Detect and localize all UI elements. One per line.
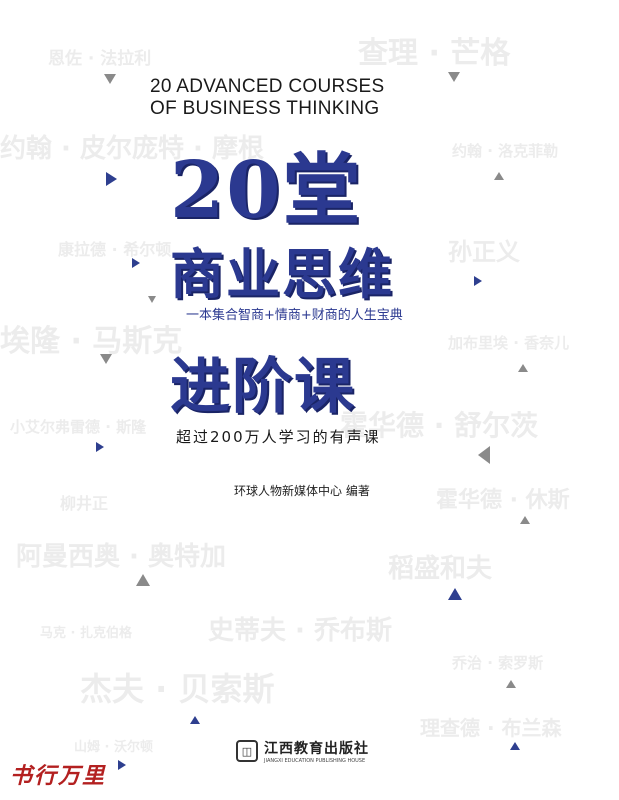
- triangle-icon: [518, 364, 528, 372]
- triangle-icon: [132, 258, 140, 268]
- bg-name-jobs: 史蒂夫 · 乔布斯: [208, 616, 392, 646]
- publisher-name-en: JIANGXI EDUCATION PUBLISHING HOUSE: [264, 758, 366, 764]
- bg-name-enzo-ferrari: 恩佐 · 法拉利: [48, 49, 152, 69]
- watermark: 书行万里: [10, 763, 107, 789]
- triangle-icon: [520, 516, 530, 524]
- english-title-line-1: 20 ADVANCED COURSES: [150, 76, 385, 97]
- bg-name-ortega: 阿曼西奥 · 奥特加: [16, 542, 226, 572]
- bg-name-zuckerberg: 马克 · 扎克伯格: [40, 626, 132, 641]
- english-title: 20 ADVANCED COURSES OF BUSINESS THINKING: [150, 76, 450, 120]
- triangle-icon: [478, 446, 490, 464]
- triangle-icon: [448, 588, 462, 600]
- author: 环球人物新媒体中心 编著: [234, 484, 370, 498]
- english-title-line-2: OF BUSINESS THINKING: [150, 98, 380, 119]
- triangle-icon: [474, 276, 482, 286]
- bg-name-rockefeller: 约翰 · 洛克菲勒: [452, 142, 559, 160]
- triangle-icon: [148, 296, 156, 303]
- triangle-icon: [448, 72, 460, 82]
- bg-name-branson: 理查德 · 布兰森: [420, 716, 562, 740]
- triangle-icon: [118, 760, 126, 770]
- bg-name-inamori: 稻盛和夫: [388, 554, 493, 584]
- chinese-title-line-3: 进阶课: [170, 352, 356, 422]
- bg-name-musk: 埃隆 · 马斯克: [0, 324, 183, 359]
- triangle-icon: [100, 354, 112, 364]
- tagline: 一本集合智商+情商+财商的人生宝典: [186, 308, 403, 323]
- bg-name-bezos: 杰夫 · 贝索斯: [80, 670, 275, 708]
- chinese-title-line-1: 20堂: [170, 145, 363, 236]
- triangle-icon: [136, 574, 150, 586]
- bg-name-jp-morgan: 约翰 · 皮尔庞特 · 摩根: [0, 134, 264, 164]
- bg-name-walton: 山姆 · 沃尔顿: [74, 740, 153, 755]
- chinese-title-line-2: 商业思维: [170, 242, 394, 306]
- triangle-icon: [510, 742, 520, 750]
- subtitle: 超过200万人学习的有声课: [176, 428, 381, 446]
- publisher-name: 江西教育出版社: [264, 741, 369, 757]
- triangle-icon: [96, 442, 104, 452]
- bg-name-soros: 乔治 · 索罗斯: [452, 654, 544, 672]
- triangle-icon: [190, 716, 200, 724]
- bg-name-hilton: 康拉德 · 希尔顿: [58, 240, 172, 259]
- bg-name-sloan: 小艾尔弗雷德 · 斯隆: [10, 418, 147, 436]
- triangle-icon: [494, 172, 504, 180]
- bg-name-yanai: 柳井正: [60, 494, 109, 513]
- triangle-icon: [506, 680, 516, 688]
- triangle-icon: [104, 74, 116, 84]
- publisher: ◫ 江西教育出版社 JIANGXI EDUCATION PUBLISHING H…: [236, 738, 369, 764]
- bg-name-charlie-munger: 查理 · 芒格: [358, 36, 511, 71]
- bg-name-schultz: 霍华德 · 舒尔茨: [340, 409, 539, 442]
- bg-name-hughes: 霍华德 · 休斯: [436, 488, 570, 513]
- bg-name-son: 孙正义: [448, 238, 520, 266]
- publisher-logo-icon: ◫: [236, 740, 258, 762]
- triangle-icon: [106, 172, 117, 186]
- bg-name-chanel: 加布里埃 · 香奈儿: [448, 334, 570, 352]
